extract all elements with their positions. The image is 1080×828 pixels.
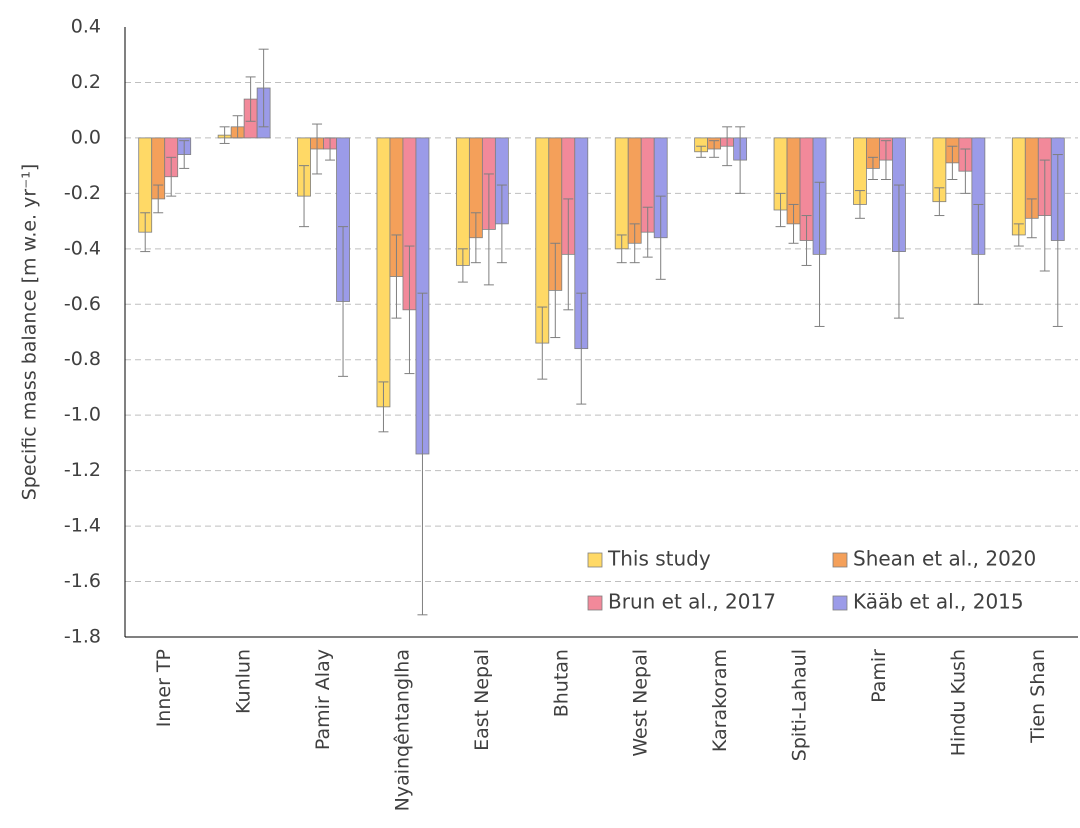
error-bar: [616, 234, 627, 264]
bar: [1011, 137, 1026, 236]
error-bar: [166, 156, 177, 197]
x-tick-label: Bhutan: [550, 649, 572, 717]
error-bar: [722, 126, 733, 167]
error-bar: [496, 184, 507, 264]
error-bar: [153, 184, 164, 214]
error-bar: [1026, 198, 1037, 239]
error-bar: [893, 184, 904, 319]
error-bar: [378, 381, 389, 433]
error-bar: [1013, 223, 1024, 247]
error-bar: [775, 192, 786, 228]
error-bar: [1052, 154, 1063, 327]
error-bar: [325, 137, 336, 161]
error-bar: [696, 145, 707, 158]
legend-label: Kääb et al., 2015: [853, 590, 1024, 614]
x-tick-label: Karakoram: [709, 649, 731, 752]
error-bar: [576, 292, 587, 405]
error-bar: [563, 198, 574, 311]
error-bar: [338, 226, 349, 377]
error-bar: [642, 206, 653, 258]
y-tick-label: 0.2: [71, 71, 101, 93]
error-bar: [179, 140, 190, 169]
x-tick-label: Tien Shan: [1027, 649, 1049, 744]
error-bar: [232, 115, 243, 139]
y-tick-label: -0.8: [64, 348, 101, 370]
y-tick-label: -0.6: [64, 293, 101, 315]
x-tick-label: Kunlun: [233, 649, 255, 714]
error-bar: [709, 140, 720, 158]
bar: [455, 137, 470, 266]
x-tick-label: Pamir: [868, 649, 890, 703]
x-tick-label: Spiti-Lahaul: [789, 649, 811, 761]
x-tick-label: Nyainqêntanglha: [391, 649, 413, 811]
x-tick-label: Inner TP: [153, 649, 175, 727]
bar: [614, 137, 629, 250]
error-bar: [854, 190, 865, 219]
error-bar: [735, 126, 746, 194]
error-bar: [404, 245, 415, 375]
y-axis-label: Specific mass balance [m w.e. yr⁻¹]: [19, 164, 41, 501]
error-bar: [550, 242, 561, 339]
error-bar: [299, 165, 310, 228]
error-bar: [470, 212, 481, 264]
legend-label: Shean et al., 2020: [853, 547, 1036, 571]
legend-swatch: [832, 595, 848, 611]
error-bar: [457, 248, 468, 283]
error-bar: [960, 148, 971, 194]
error-bar: [947, 145, 958, 180]
error-bar: [629, 223, 640, 264]
error-bar: [391, 234, 402, 319]
y-tick-label: -1.8: [64, 626, 101, 648]
y-tick-label: -0.2: [64, 182, 101, 204]
bar: [376, 137, 391, 408]
error-bar: [788, 203, 799, 244]
error-bar: [934, 187, 945, 217]
y-tick-label: -0.4: [64, 237, 101, 259]
x-tick-label: Pamir Alay: [312, 649, 334, 750]
error-bar: [973, 203, 984, 305]
legend-swatch: [587, 552, 603, 568]
error-bar: [801, 215, 812, 266]
x-tick-label: Hindu Kush: [947, 649, 969, 756]
error-bar: [483, 173, 494, 286]
y-tick-label: -1.0: [64, 404, 101, 426]
error-bar: [867, 156, 878, 180]
y-tick-label: -1.4: [64, 515, 101, 537]
error-bar: [245, 76, 256, 122]
error-bar: [417, 292, 428, 616]
error-bar: [312, 123, 323, 175]
error-bar: [258, 48, 269, 128]
x-tick-label: East Nepal: [471, 649, 493, 751]
error-bar: [880, 140, 891, 180]
error-bar: [219, 126, 230, 144]
error-bar: [655, 195, 666, 280]
y-tick-label: -1.2: [64, 459, 101, 481]
legend-swatch: [832, 552, 848, 568]
legend-label: This study: [607, 547, 711, 571]
y-tick-label: 0.0: [71, 126, 101, 148]
error-bar: [140, 212, 151, 253]
y-tick-label: 0.4: [71, 16, 101, 38]
legend-label: Brun et al., 2017: [608, 590, 776, 614]
error-bar: [814, 181, 825, 327]
y-tick-label: -1.6: [64, 570, 101, 592]
error-bar: [1039, 159, 1050, 272]
error-bar: [537, 306, 548, 380]
legend-swatch: [587, 595, 603, 611]
x-tick-label: West Nepal: [630, 649, 652, 757]
